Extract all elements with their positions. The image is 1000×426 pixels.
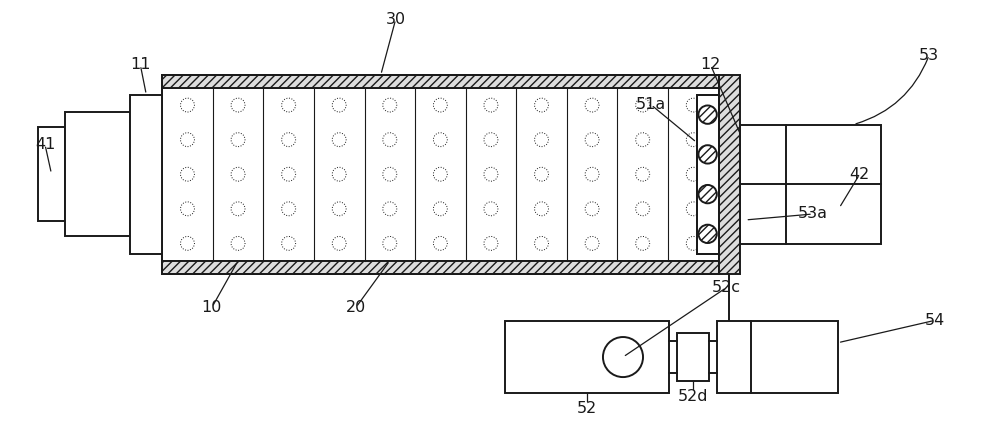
Circle shape: [698, 145, 717, 164]
Circle shape: [603, 337, 643, 377]
Circle shape: [698, 185, 717, 203]
Text: 52d: 52d: [677, 389, 708, 404]
Bar: [38, 127, 65, 221]
Circle shape: [698, 106, 717, 124]
Text: 52: 52: [577, 401, 597, 416]
Circle shape: [698, 225, 717, 243]
Text: 30: 30: [386, 12, 406, 27]
Text: 51a: 51a: [636, 97, 666, 112]
Bar: [719, 75, 740, 273]
Bar: [740, 124, 881, 244]
Text: 11: 11: [130, 58, 151, 72]
Bar: [130, 95, 162, 254]
Text: 12: 12: [700, 58, 721, 72]
Bar: [162, 75, 719, 88]
Text: 42: 42: [850, 167, 870, 182]
Text: 20: 20: [346, 300, 366, 315]
Bar: [697, 95, 719, 254]
Bar: [505, 321, 669, 393]
Text: 41: 41: [35, 137, 55, 152]
Bar: [162, 88, 719, 261]
Bar: [162, 261, 719, 273]
Bar: [65, 112, 130, 236]
Bar: [677, 333, 709, 381]
Text: 53a: 53a: [798, 207, 828, 222]
Bar: [162, 75, 719, 273]
Bar: [717, 321, 838, 393]
Text: 54: 54: [925, 313, 945, 328]
Text: 52c: 52c: [712, 280, 741, 295]
Text: 53: 53: [919, 48, 939, 63]
Bar: [697, 95, 719, 254]
Text: 10: 10: [202, 300, 222, 315]
